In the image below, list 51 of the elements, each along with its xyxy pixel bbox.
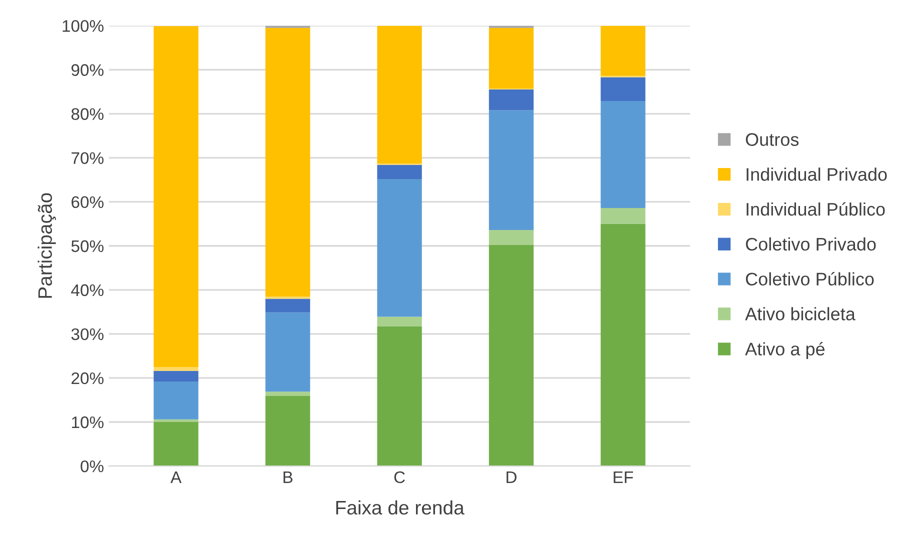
bar (154, 419, 198, 422)
bar (377, 178, 422, 317)
x-axis-title: Faixa de renda (336, 500, 464, 515)
bar (488, 244, 534, 466)
legend-label: Individual Privado (746, 168, 887, 181)
bar (377, 326, 422, 466)
legend-label: Outros (746, 133, 799, 146)
y-tick-label: 20% (72, 372, 104, 384)
y-tick-label: 100% (62, 20, 104, 32)
x-tick-label: D (506, 472, 516, 483)
bar (265, 298, 310, 312)
legend-label: Individual Público (746, 202, 885, 216)
bar (488, 230, 534, 245)
y-tick-label: 90% (72, 64, 104, 76)
bar (154, 366, 198, 371)
bar (265, 28, 310, 297)
bar (600, 26, 646, 76)
bar (600, 101, 646, 208)
bar (377, 316, 422, 326)
y-tick-label: 30% (71, 328, 104, 340)
bar (154, 422, 198, 466)
bar (154, 382, 198, 420)
x-tick-label: B (284, 472, 292, 483)
y-tick-label: 0% (80, 460, 104, 472)
bar (600, 77, 646, 102)
bar (265, 312, 310, 392)
bar (488, 90, 534, 110)
bar (265, 392, 310, 396)
bar (600, 208, 646, 224)
legend-label: Ativo bicicleta (745, 307, 856, 320)
y-axis-title: Participação (38, 193, 56, 298)
bar (377, 164, 422, 179)
x-tick-label: EF (614, 472, 634, 483)
y-tick-label: 50% (71, 240, 104, 252)
bar (600, 224, 646, 466)
y-tick-label: 60% (72, 196, 104, 208)
legend-label: Coletivo Privado (746, 237, 876, 251)
bar (154, 370, 198, 382)
y-tick-label: 80% (71, 108, 104, 120)
legend-label: Coletivo Público (746, 272, 874, 286)
bar (377, 26, 422, 164)
bar (488, 110, 534, 230)
bar (265, 396, 310, 466)
legend-label: Ativo a pé (745, 342, 825, 360)
x-tick-label: A (170, 472, 182, 483)
y-tick-label: 40% (71, 284, 104, 296)
y-tick-label: 70% (72, 152, 104, 164)
bar (154, 26, 198, 367)
x-tick-label: C (394, 471, 405, 484)
y-tick-label: 10% (72, 416, 104, 428)
bar (488, 28, 534, 89)
